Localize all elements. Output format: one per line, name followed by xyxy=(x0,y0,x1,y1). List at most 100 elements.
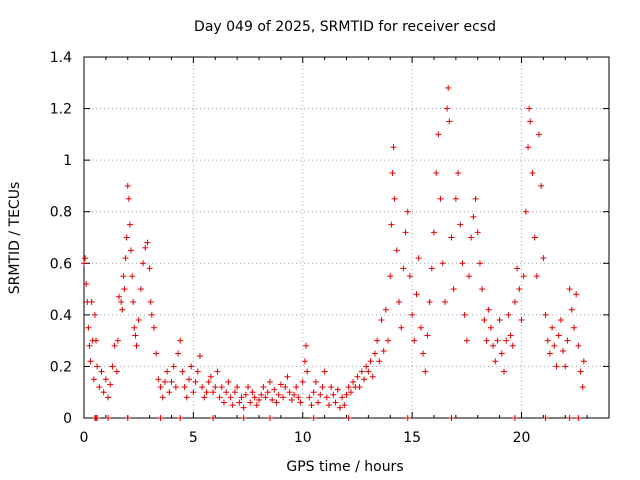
data-point xyxy=(179,368,186,375)
data-point xyxy=(105,394,112,401)
data-point xyxy=(249,389,256,396)
data-point xyxy=(227,394,234,401)
data-point xyxy=(135,317,142,324)
data-point xyxy=(334,386,341,393)
data-point xyxy=(445,84,452,91)
data-point xyxy=(336,404,343,411)
data-point xyxy=(396,298,402,305)
data-point xyxy=(358,368,365,375)
data-point xyxy=(96,384,103,391)
data-point xyxy=(306,394,313,401)
data-point xyxy=(140,260,147,267)
data-point xyxy=(404,415,411,421)
data-point xyxy=(472,195,479,202)
data-point xyxy=(522,208,529,215)
data-point xyxy=(511,415,518,421)
data-point xyxy=(153,350,160,357)
data-point xyxy=(411,337,418,344)
data-point xyxy=(315,399,322,406)
data-point xyxy=(116,293,122,300)
data-point xyxy=(398,324,405,331)
data-point xyxy=(380,347,387,354)
data-point xyxy=(247,399,254,406)
data-point xyxy=(531,234,538,241)
data-point xyxy=(422,368,429,375)
data-point xyxy=(526,105,533,112)
x-tick-label: 0 xyxy=(80,430,89,446)
data-point xyxy=(308,402,315,409)
data-point xyxy=(102,376,109,383)
data-point xyxy=(132,332,139,339)
data-point xyxy=(262,394,269,401)
data-point xyxy=(86,342,93,349)
data-point xyxy=(424,332,431,339)
data-point xyxy=(271,386,278,393)
data-point xyxy=(229,402,236,409)
data-point xyxy=(234,384,241,391)
data-point xyxy=(476,260,483,267)
data-point xyxy=(221,399,227,406)
data-point xyxy=(282,384,289,391)
plot-frame xyxy=(83,56,610,419)
data-point xyxy=(299,378,306,385)
data-point xyxy=(125,195,132,202)
data-point xyxy=(459,260,466,267)
chart-title: Day 049 of 2025, SRMTID for receiver ecs… xyxy=(194,19,496,35)
data-point xyxy=(194,368,201,375)
data-point xyxy=(312,378,319,385)
data-point xyxy=(126,221,133,228)
data-point xyxy=(258,391,265,398)
data-point xyxy=(575,342,582,349)
data-point xyxy=(130,298,137,305)
data-point xyxy=(553,363,560,370)
data-point xyxy=(387,273,394,280)
data-point xyxy=(446,118,453,125)
data-point xyxy=(236,399,243,406)
data-point xyxy=(170,363,177,370)
data-point xyxy=(562,363,569,370)
data-point xyxy=(511,298,518,305)
data-point xyxy=(546,350,553,357)
x-tick-label: 10 xyxy=(294,430,312,446)
data-point xyxy=(216,394,223,401)
data-point xyxy=(378,317,385,324)
data-point xyxy=(321,368,328,375)
data-point xyxy=(542,415,549,421)
data-point xyxy=(343,391,350,398)
data-point xyxy=(494,337,501,344)
data-point xyxy=(168,378,175,385)
data-point xyxy=(560,347,567,354)
data-point xyxy=(328,384,335,391)
data-point xyxy=(571,324,577,331)
data-point xyxy=(304,368,311,375)
data-point xyxy=(190,389,197,396)
x-tick-label: 5 xyxy=(189,430,198,446)
data-point xyxy=(245,384,252,391)
data-point xyxy=(551,342,558,349)
data-point xyxy=(223,389,230,396)
data-point xyxy=(420,350,427,357)
data-point xyxy=(210,389,217,396)
y-tick-label: 1.4 xyxy=(50,50,72,66)
data-point xyxy=(109,363,116,370)
data-point xyxy=(496,317,503,324)
data-point xyxy=(492,358,499,365)
data-point xyxy=(87,358,94,365)
data-point xyxy=(369,373,376,380)
data-point xyxy=(533,273,540,280)
data-point xyxy=(575,415,582,421)
data-point xyxy=(391,195,398,202)
data-point xyxy=(291,391,297,398)
data-point xyxy=(240,415,247,421)
data-point xyxy=(505,311,512,318)
data-point xyxy=(566,286,573,293)
data-point xyxy=(157,384,164,391)
data-point xyxy=(555,332,562,339)
data-point xyxy=(133,342,140,349)
data-point xyxy=(542,311,549,318)
data-point xyxy=(91,311,98,318)
data-point xyxy=(345,384,352,391)
data-point xyxy=(431,229,437,236)
data-point xyxy=(455,170,462,177)
data-point xyxy=(350,378,357,385)
